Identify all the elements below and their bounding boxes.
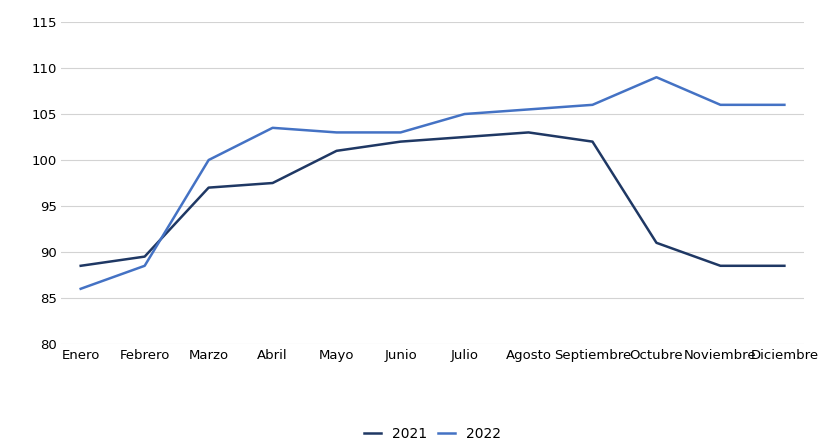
- 2022: [587, 102, 597, 108]
- 2021: [139, 254, 149, 259]
- 2022: [267, 125, 277, 131]
- 2021: [459, 135, 469, 140]
- 2021: [331, 148, 341, 153]
- 2022: [203, 157, 213, 163]
- 2022: [779, 102, 789, 108]
- 2021: [651, 240, 661, 246]
- 2022: [395, 130, 405, 135]
- 2022: [523, 107, 533, 112]
- 2022: [139, 263, 149, 269]
- 2021: [779, 263, 789, 269]
- Line: 2021: 2021: [80, 132, 784, 266]
- 2021: [75, 263, 85, 269]
- 2022: [331, 130, 341, 135]
- 2021: [267, 180, 277, 186]
- 2022: [715, 102, 725, 108]
- 2021: [715, 263, 725, 269]
- 2021: [395, 139, 405, 144]
- Legend: 2021, 2022: 2021, 2022: [358, 422, 506, 441]
- 2022: [459, 112, 469, 117]
- 2021: [523, 130, 533, 135]
- 2022: [651, 75, 661, 80]
- 2021: [203, 185, 213, 190]
- 2022: [75, 286, 85, 292]
- 2021: [587, 139, 597, 144]
- Line: 2022: 2022: [80, 77, 784, 289]
